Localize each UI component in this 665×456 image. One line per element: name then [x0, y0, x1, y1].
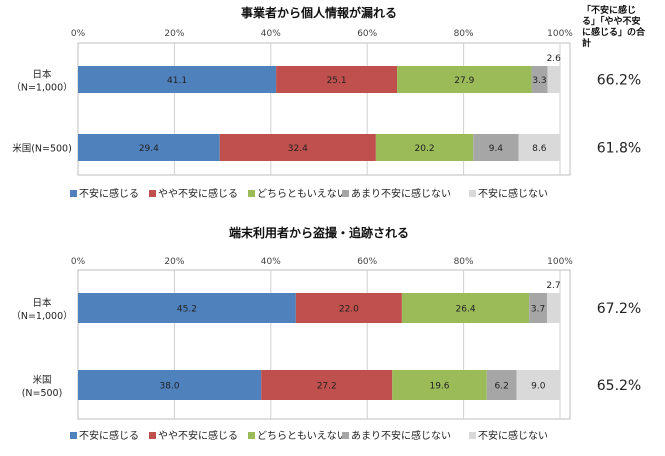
- bar-segment: [547, 66, 560, 93]
- bar-segment: [295, 293, 402, 323]
- legend-label: どちらともいえない: [257, 188, 347, 200]
- legend-swatch: [149, 432, 156, 439]
- data-label: 27.2: [317, 382, 337, 392]
- data-label: 20.2: [415, 144, 435, 154]
- bar-segment: [276, 66, 398, 93]
- data-label: 41.1: [167, 76, 187, 86]
- category-sample-size: （N=1,000）: [11, 82, 72, 94]
- bar-segment: [78, 134, 220, 161]
- total-value: 65.2%: [597, 378, 641, 394]
- category-sample-size: （N=1,000）: [11, 310, 72, 322]
- data-label: 9.0: [531, 382, 546, 392]
- legend-swatch: [70, 432, 77, 439]
- bar-segment: [531, 66, 548, 93]
- legend-swatch: [342, 432, 349, 439]
- totals-header-line: 計: [582, 37, 591, 49]
- x-tick-label: 40%: [261, 29, 281, 39]
- x-tick-label: 100%: [547, 29, 573, 39]
- category-label: 日本: [32, 297, 52, 309]
- legend-swatch: [342, 190, 349, 197]
- x-tick-label: 80%: [454, 257, 474, 267]
- x-tick-label: 40%: [261, 257, 281, 267]
- data-label: 8.6: [532, 144, 547, 154]
- data-label: 45.2: [177, 305, 197, 315]
- totals-header-line: る」「やや不安: [582, 15, 641, 27]
- legend-swatch: [70, 190, 77, 197]
- data-label: 25.1: [327, 76, 347, 86]
- category-label: 日本: [32, 69, 52, 81]
- plot-area-border: [77, 269, 571, 420]
- totals-header-line: 「不安に感じ: [582, 4, 636, 16]
- legend-label: 不安に感じる: [79, 429, 139, 442]
- bar-segment: [529, 293, 547, 323]
- data-label: 3.7: [531, 305, 545, 315]
- plot-area-border: [77, 42, 571, 176]
- chart-personal-info-leak: 事業者から個人情報が漏れる 0% 20% 40% 60% 80% 100% 日本（N=1,00…: [11, 5, 641, 200]
- category-sample-size: (N=500): [22, 388, 63, 399]
- bar-segment: [486, 370, 517, 400]
- legend-swatch: [469, 190, 476, 197]
- bar-segment: [397, 66, 532, 93]
- data-label: 27.9: [454, 76, 474, 86]
- data-label: 32.4: [288, 144, 308, 154]
- chart-title: 事業者から個人情報が漏れる: [241, 5, 397, 20]
- data-label: 29.4: [139, 144, 159, 154]
- bar-segment: [401, 293, 530, 323]
- bar-segment: [375, 134, 474, 161]
- bar-segment: [473, 134, 519, 161]
- bar-segment: [546, 293, 560, 323]
- totals-header-line: に感じる」の合: [582, 26, 646, 38]
- data-label: 38.0: [160, 382, 180, 392]
- data-label: 26.4: [456, 305, 476, 315]
- x-tick-label: 60%: [357, 257, 377, 267]
- legend-label: 不安に感じる: [79, 187, 139, 200]
- category-label: 米国(N=500): [12, 143, 72, 155]
- total-value: 67.2%: [597, 301, 641, 317]
- data-label: 6.2: [495, 382, 509, 392]
- bar-segment: [78, 66, 277, 93]
- x-tick-label: 0%: [71, 257, 86, 267]
- legend-label: やや不安に感じる: [158, 429, 238, 442]
- data-label: 3.3: [532, 76, 546, 86]
- bar-segment: [518, 134, 560, 161]
- legend-label: 不安に感じない: [478, 187, 548, 200]
- x-tick-label: 60%: [357, 29, 377, 39]
- x-tick-label: 20%: [164, 29, 184, 39]
- bar-segment: [78, 293, 296, 323]
- legend-swatch: [149, 190, 156, 197]
- legend-swatch: [248, 190, 255, 197]
- legend-label: あまり不安に感じない: [351, 187, 451, 200]
- data-label: 2.6: [547, 54, 562, 64]
- totals-header: 「不安に感じる」「やや不安に感じる」の合計: [582, 4, 646, 49]
- legend-label: どちらともいえない: [257, 430, 347, 442]
- bar-segment: [78, 370, 262, 400]
- bar-segment: [516, 370, 560, 400]
- x-tick-label: 0%: [71, 29, 86, 39]
- x-tick-label: 80%: [454, 29, 474, 39]
- total-value: 66.2%: [597, 73, 641, 89]
- chart-title: 端末利用者から盗撮・追跡される: [229, 225, 409, 240]
- legend-label: やや不安に感じる: [158, 187, 238, 200]
- data-label: 2.7: [546, 281, 560, 291]
- bar-segment: [392, 370, 487, 400]
- bar-segment: [261, 370, 393, 400]
- legend-swatch: [469, 432, 476, 439]
- x-tick-label: 100%: [547, 257, 573, 267]
- data-label: 22.0: [339, 305, 359, 315]
- legend-label: あまり不安に感じない: [351, 429, 451, 442]
- x-tick-label: 20%: [164, 257, 184, 267]
- total-value: 61.8%: [597, 141, 641, 157]
- data-label: 9.4: [489, 144, 504, 154]
- legend-label: 不安に感じない: [478, 429, 548, 442]
- chart-voyeurism-tracking: 端末利用者から盗撮・追跡される 0% 20% 40% 60% 80% 100% 日本（N=1,…: [11, 225, 641, 442]
- bar-segment: [219, 134, 376, 161]
- legend-swatch: [248, 432, 255, 439]
- data-label: 19.6: [429, 382, 449, 392]
- category-label: 米国: [32, 374, 51, 386]
